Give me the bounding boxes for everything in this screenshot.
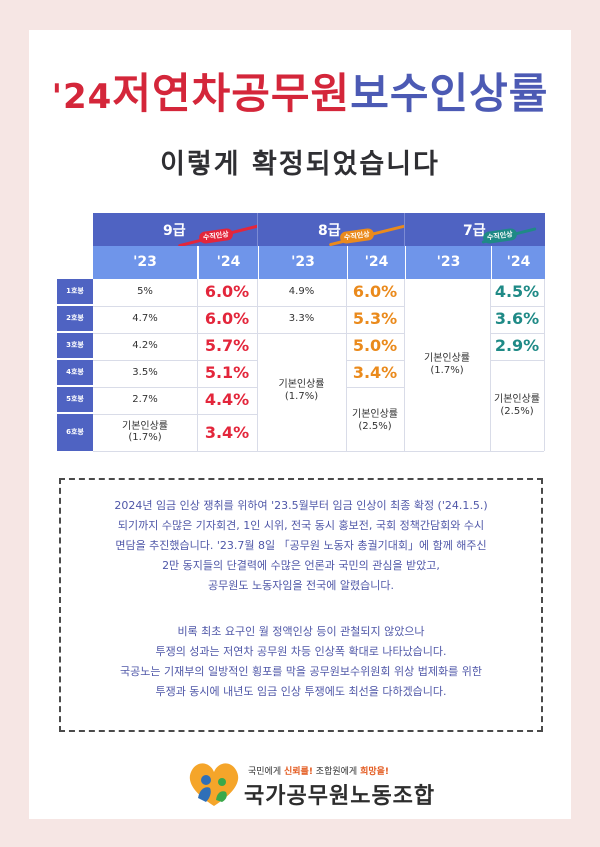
table-cell: 기본인상률 — [278, 379, 325, 390]
table-cell: 3.5% — [132, 367, 158, 378]
title-part2: 보수인상률 — [350, 69, 549, 118]
raise-table: 9급 수직인상 8급 수직인상 7급 수직인상 '23 '24 '23 '24 … — [57, 213, 545, 452]
table-cell: (1.7%) — [128, 432, 162, 443]
row-label: 5호봉 — [57, 387, 93, 412]
table-cell: (2.5%) — [500, 406, 534, 417]
title-year: '24 — [51, 77, 113, 117]
grade-header-8: 8급 수직인상 — [257, 213, 406, 247]
table-cell: (1.7%) — [284, 391, 319, 402]
grid-line — [257, 306, 404, 307]
table-cell: 4.5% — [494, 282, 540, 301]
grid-line — [490, 279, 491, 451]
grid-line — [93, 306, 257, 307]
grade-badge: 수직인상 — [198, 227, 234, 245]
table-cell: 5.3% — [352, 309, 398, 328]
year-header: '23 — [405, 246, 491, 279]
grid-line — [93, 387, 257, 388]
grid-line — [544, 279, 545, 451]
table-cell: 기본인상률 — [352, 409, 398, 420]
grid-line — [93, 414, 257, 415]
grid-line — [93, 451, 544, 452]
notice-line: 투쟁의 성과는 저연차 공무원 차등 인상폭 확대로 나타났습니다. — [155, 645, 447, 658]
table-cell: 기본인상률 — [122, 421, 168, 432]
table-cell: (1.7%) — [430, 365, 464, 376]
org-name: 국가공무원노동조합 — [244, 784, 436, 809]
notice-line: 되기까지 수많은 기자회견, 1인 시위, 전국 동시 홍보전, 국회 정책간담… — [117, 519, 485, 532]
title-part1: 저연차공무원 — [112, 69, 351, 118]
grid-line — [491, 333, 544, 334]
table-cell: 4.4% — [204, 390, 250, 409]
notice-line: 2024년 임금 인상 쟁취를 위하여 '23.5월부터 임금 인상이 최종 확… — [114, 499, 488, 512]
grid-line — [93, 360, 257, 361]
table-cell: 3.3% — [288, 313, 315, 324]
notice-line: 공무원도 노동자임을 전국에 알렸습니다. — [207, 579, 395, 592]
grade-label: 8급 — [318, 223, 341, 239]
grade-badge: 수직인상 — [482, 227, 518, 245]
union-logo-icon — [189, 763, 239, 806]
row-label: 2호봉 — [57, 306, 93, 331]
grid-line — [93, 333, 257, 334]
year-header: '23 — [258, 246, 347, 279]
grid-line — [346, 279, 347, 451]
table-cell: (2.5%) — [358, 421, 392, 432]
table-cell: 6.0% — [352, 282, 398, 301]
year-header: '23 — [93, 246, 197, 279]
table-cell: 4.2% — [132, 340, 158, 351]
grade-badge: 수직인상 — [339, 227, 375, 245]
slogan-text: 조합원에게 — [312, 767, 361, 777]
table-cell: 4.7% — [132, 313, 158, 324]
notice-line: 국공노는 기재부의 일방적인 횡포를 막을 공무원보수위원회 위상 법제화를 위… — [120, 665, 482, 678]
table-cell: 3.6% — [494, 309, 540, 328]
year-header: '24 — [198, 246, 258, 279]
grid-line — [197, 279, 198, 451]
slogan-keyword: 신뢰를! — [283, 767, 313, 777]
year-header: '24 — [491, 246, 545, 279]
table-cell: 6.0% — [204, 309, 250, 328]
table-cell: 2.9% — [494, 336, 540, 355]
table-cell: 5.0% — [352, 336, 398, 355]
grid-line — [257, 333, 404, 334]
table-cell: 기본인상률 — [424, 353, 470, 364]
grade-label: 7급 — [463, 223, 486, 239]
table-cell: 2.7% — [132, 394, 158, 405]
grid-line — [347, 387, 404, 388]
grade-label: 9급 — [163, 223, 186, 239]
slogan: 국민에게 신뢰를! 조합원에게 희망을! — [248, 764, 389, 777]
notice-line: 면담을 추진했습니다. '23.7월 8일 「공무원 노동자 총궐기대회」에 함… — [115, 539, 487, 552]
year-header: '24 — [347, 246, 405, 279]
row-label: 3호봉 — [57, 333, 93, 358]
grid-line — [257, 279, 258, 451]
table-cell: 5.7% — [204, 336, 250, 355]
table-cell: 기본인상률 — [494, 394, 540, 405]
slogan-keyword: 희망을! — [360, 767, 390, 777]
table-cell: 3.4% — [352, 363, 398, 382]
grade-header-7: 7급 수직인상 — [404, 213, 545, 246]
grid-line — [491, 360, 544, 361]
grid-line — [404, 279, 405, 451]
notice-line: 비록 최초 요구인 월 정액인상 등이 관철되지 않았으나 — [177, 625, 425, 638]
notice-line: 2만 동지들의 단결력에 수많은 언론과 국민의 관심을 받았고, — [162, 559, 440, 572]
table-cell: 6.0% — [204, 282, 250, 301]
row-label: 6호봉 — [57, 414, 93, 451]
page-title: '24저연차공무원보수인상률 — [0, 66, 600, 125]
table-cell: 5.1% — [204, 363, 250, 382]
page-subtitle: 이렇게 확정되었습니다 — [160, 149, 440, 180]
table-cell: 3.4% — [204, 423, 250, 442]
table-cell: 4.9% — [288, 286, 315, 297]
grid-line — [491, 306, 544, 307]
grade-header-9: 9급 수직인상 — [93, 213, 263, 248]
row-label: 1호봉 — [57, 279, 93, 304]
table-cell: 5% — [137, 286, 153, 297]
row-label: 4호봉 — [57, 360, 93, 385]
grid-line — [347, 360, 404, 361]
notice-line: 투쟁과 동시에 내년도 임금 인상 투쟁에도 최선을 다하겠습니다. — [155, 685, 447, 698]
notice-box: 2024년 임금 인상 쟁취를 위하여 '23.5월부터 임금 인상이 최종 확… — [59, 478, 543, 732]
slogan-text: 국민에게 — [248, 767, 284, 777]
